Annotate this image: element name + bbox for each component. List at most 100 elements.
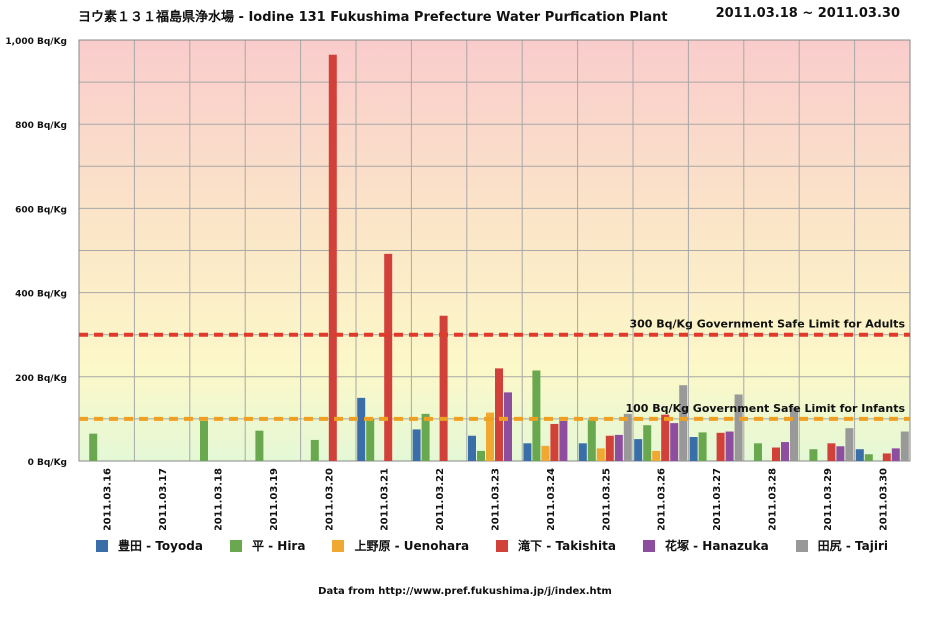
bar [477, 450, 485, 461]
legend-label: 上野原 - Uenohara [354, 539, 470, 553]
x-tick-label: 2011.03.17 [158, 468, 169, 530]
x-tick-label: 2011.03.19 [269, 468, 280, 530]
bar [412, 429, 421, 461]
data-source-note: Data from http://www.pref.fukushima.jp/j… [318, 586, 612, 597]
date-range: 2011.03.18 ~ 2011.03.30 [715, 6, 900, 21]
reference-line-label: 100 Bq/Kg Government Safe Limit for Infa… [626, 402, 906, 415]
bar [634, 439, 643, 461]
x-tick-label: 2011.03.26 [657, 468, 668, 530]
legend-swatch [96, 539, 108, 552]
legend-item: 平 - Hira [229, 537, 306, 554]
grid-lines [78, 39, 911, 462]
y-tick-label: 0 Bq/Kg [28, 458, 67, 468]
bar [532, 370, 541, 461]
bar [716, 432, 725, 461]
legend-item: 豊田 - Toyoda [96, 537, 203, 554]
bar [328, 54, 337, 462]
legend-label: 花塚 - Hanazuka [664, 539, 769, 553]
legend-item: 田尻 - Tajiri [795, 537, 889, 554]
bar [734, 394, 743, 461]
bar [605, 435, 614, 461]
bar [698, 432, 707, 461]
x-tick-label: 2011.03.18 [214, 468, 225, 530]
bar [754, 443, 762, 461]
bar [357, 397, 366, 461]
bar [661, 414, 670, 461]
bar [495, 368, 503, 461]
bar [836, 446, 845, 461]
legend-label: 滝下 - Takishita [518, 539, 616, 553]
bar [855, 449, 864, 461]
bar [725, 431, 734, 461]
bar [864, 454, 873, 461]
legend-label: 田尻 - Tajiri [817, 539, 889, 553]
bar [468, 435, 476, 461]
x-tick-label: 2011.03.16 [103, 468, 114, 530]
legend-label: 豊田 - Toyoda [118, 539, 203, 553]
bar [679, 385, 688, 461]
x-tick-label: 2011.03.24 [546, 468, 557, 530]
bar [882, 453, 891, 461]
bar [550, 423, 559, 461]
bar [439, 315, 448, 461]
bar [809, 449, 818, 461]
bar [310, 439, 319, 461]
legend-item: 滝下 - Takishita [496, 537, 616, 554]
y-tick-label: 600 Bq/Kg [15, 205, 67, 215]
x-tick-label: 2011.03.23 [491, 468, 502, 530]
y-axis: 0 Bq/Kg 200 Bq/Kg 400 Bq/Kg 600 Bq/Kg 800 Bq… [5, 37, 67, 468]
x-tick-label: 2011.03.20 [324, 468, 335, 530]
x-tick-label: 2011.03.29 [823, 468, 834, 530]
bar [200, 421, 208, 461]
bar [366, 418, 375, 461]
bar [596, 448, 605, 461]
iodine-bar-chart: 300 Bq/Kg Government Safe Limit for Adul… [5, 37, 911, 530]
legend-item: 花塚 - Hanazuka [642, 537, 769, 554]
bar [790, 407, 798, 461]
bar [578, 443, 587, 461]
bar [643, 425, 652, 461]
bar [891, 448, 900, 461]
bar [670, 423, 679, 461]
legend: 豊田 - Toyoda 平 - Hira 上野原 - Uenohara 滝下 - Ta… [96, 537, 915, 554]
x-tick-label: 2011.03.22 [435, 468, 446, 530]
legend-swatch [642, 539, 655, 552]
plot-frame [78, 39, 911, 462]
bar [421, 413, 430, 461]
bar [587, 419, 596, 461]
bar [523, 443, 532, 461]
y-tick-label: 800 Bq/Kg [15, 121, 67, 131]
bar [772, 447, 780, 461]
bar [384, 253, 393, 461]
bar [486, 412, 494, 461]
reference-line-label: 300 Bq/Kg Government Safe Limit for Adul… [629, 318, 905, 331]
x-tick-label: 2011.03.30 [878, 468, 889, 530]
legend-swatch [332, 539, 345, 552]
bar-marks [89, 54, 909, 462]
bar [255, 430, 264, 461]
x-tick-label: 2011.03.25 [601, 468, 612, 530]
bar [541, 445, 550, 461]
y-tick-label: 200 Bq/Kg [15, 374, 67, 384]
bar [559, 421, 568, 461]
chart-title: ヨウ素１３１福島県浄水場 - Iodine 131 Fukushima Pref… [78, 10, 668, 25]
reference-lines: 300 Bq/Kg Government Safe Limit for Adul… [79, 318, 910, 421]
bar [781, 442, 789, 461]
y-tick-label: 400 Bq/Kg [15, 290, 67, 300]
legend-label: 平 - Hira [251, 539, 306, 553]
y-tick-label: 1,000 Bq/Kg [5, 37, 67, 47]
bar [652, 450, 661, 461]
x-tick-label: 2011.03.27 [712, 468, 723, 530]
bar [845, 428, 854, 461]
bar [614, 434, 623, 461]
bar [623, 413, 632, 461]
bar [827, 443, 836, 461]
legend-item: 上野原 - Uenohara [332, 537, 469, 554]
x-axis: 2011.03.16 2011.03.17 2011.03.18 2011.03.19… [103, 468, 890, 530]
legend-swatch [229, 539, 242, 552]
bar [89, 433, 98, 461]
x-tick-label: 2011.03.21 [380, 468, 391, 530]
legend-swatch [795, 539, 808, 552]
bar [689, 437, 698, 461]
x-tick-label: 2011.03.28 [768, 468, 779, 530]
